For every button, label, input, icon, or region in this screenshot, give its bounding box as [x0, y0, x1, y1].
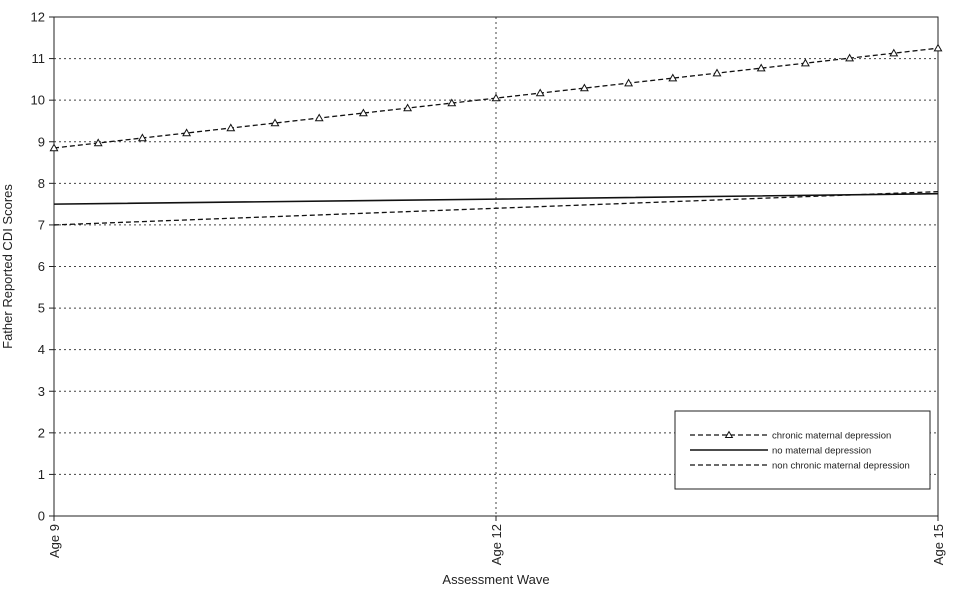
series-marker — [800, 58, 810, 67]
y-tick-label: 0 — [38, 509, 45, 524]
series-marker — [226, 123, 236, 132]
series-marker — [579, 83, 589, 92]
y-tick-label: 6 — [38, 259, 45, 274]
y-tick-label: 1 — [38, 467, 45, 482]
series-marker — [624, 78, 634, 87]
series-marker — [49, 143, 59, 152]
y-axis-title: Father Reported CDI Scores — [0, 184, 15, 349]
y-tick-label: 10 — [31, 93, 45, 108]
x-tick-label: Age 12 — [489, 524, 504, 565]
y-tick-label: 12 — [31, 10, 45, 25]
y-tick-label: 8 — [38, 176, 45, 191]
y-tick-label: 11 — [32, 51, 46, 66]
series-marker — [845, 53, 855, 62]
legend: chronic maternal depression no maternal d… — [674, 410, 931, 490]
x-axis-title: Assessment Wave — [442, 572, 549, 587]
series-marker — [358, 108, 368, 117]
legend-marker — [724, 430, 734, 439]
series-marker — [668, 73, 678, 82]
legend-label: non chronic maternal depression — [772, 461, 910, 472]
series-marker — [535, 88, 545, 97]
x-axis-ticks: Age 9 Age 12 Age 15 — [47, 516, 946, 565]
y-tick-label: 2 — [38, 425, 45, 440]
series-marker — [403, 103, 413, 112]
y-tick-label: 7 — [38, 217, 45, 232]
series-layer — [49, 43, 943, 226]
series-marker — [933, 43, 943, 52]
y-tick-label: 9 — [38, 134, 45, 149]
series-marker — [447, 98, 457, 107]
series-marker — [314, 113, 324, 122]
series-marker — [182, 128, 192, 137]
series-marker — [93, 138, 103, 147]
series-marker — [137, 133, 147, 142]
series-marker — [270, 118, 280, 127]
legend-label: no maternal depression — [772, 446, 871, 457]
x-tick-label: Age 15 — [931, 524, 946, 565]
y-tick-label: 5 — [38, 301, 45, 316]
x-tick-label: Age 9 — [47, 524, 62, 558]
series-marker — [889, 48, 899, 57]
y-tick-label: 4 — [38, 342, 45, 357]
series-marker — [491, 93, 501, 102]
series-marker — [756, 63, 766, 72]
legend-label: chronic maternal depression — [772, 431, 891, 442]
series-marker — [712, 68, 722, 77]
series-line — [53, 192, 939, 205]
series-line — [53, 191, 939, 226]
y-tick-label: 3 — [38, 384, 45, 399]
